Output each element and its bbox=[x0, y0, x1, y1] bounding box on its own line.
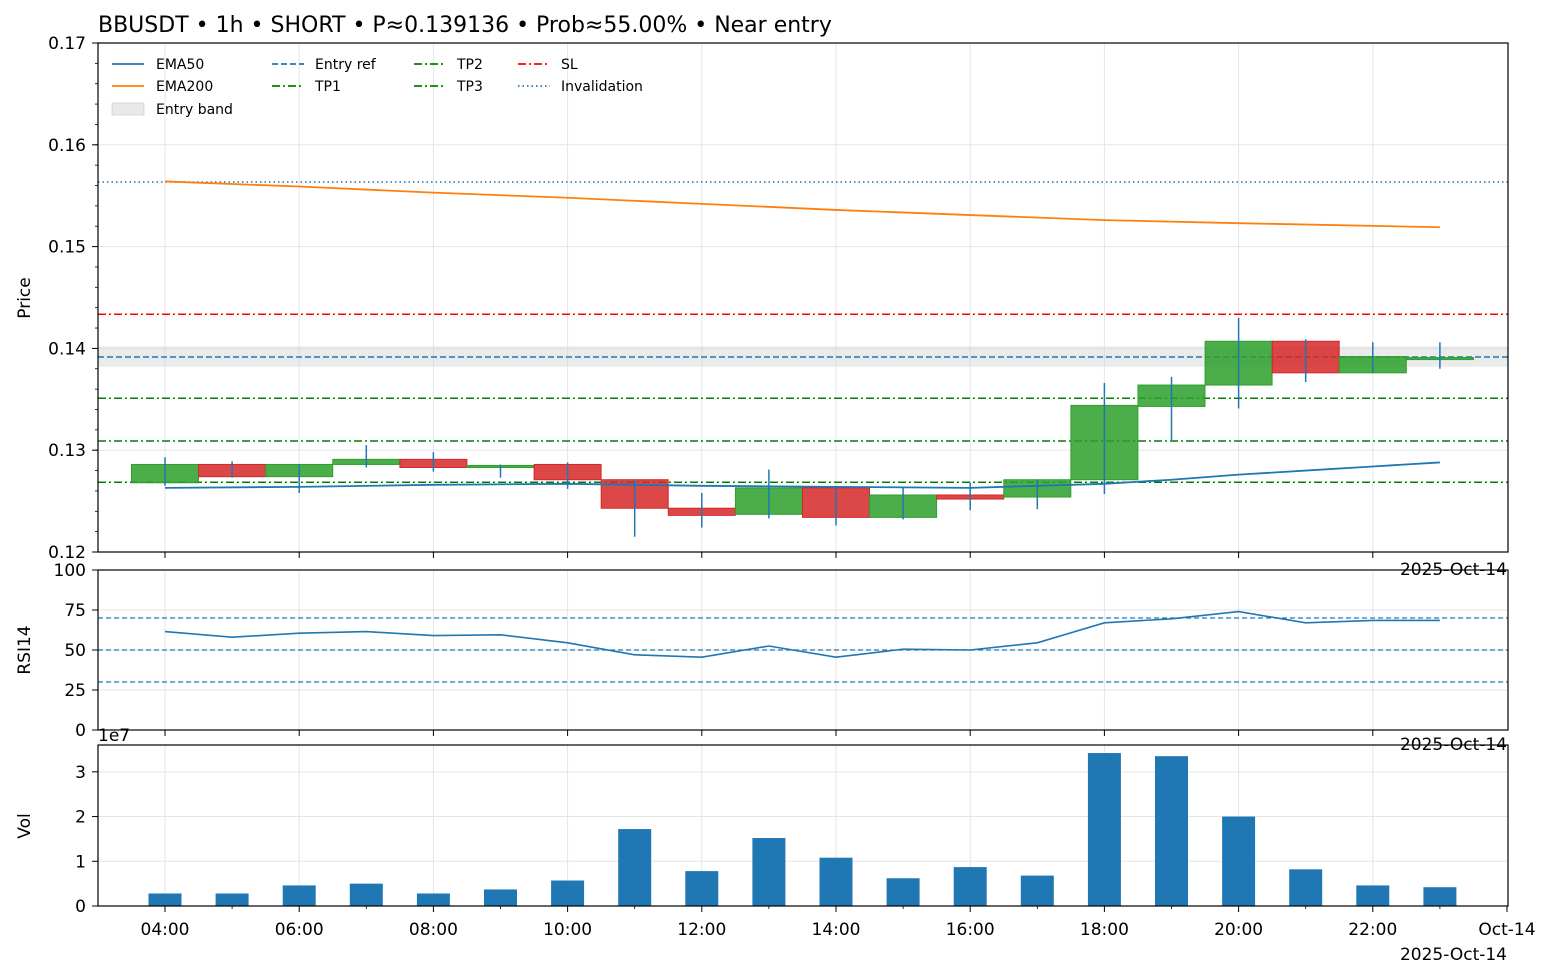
volume-ytick-label: 0 bbox=[75, 897, 86, 917]
volume-panel-frame bbox=[97, 744, 1509, 907]
time-x-axis: 04:00 06:00 08:00 10:00 12:00 14:00 16:00 18:00… bbox=[141, 906, 1536, 940]
x-tick-label: 08:00 bbox=[409, 920, 458, 940]
rsi-ytick-label: 100 bbox=[54, 561, 86, 581]
price-ytick-label: 0.15 bbox=[48, 238, 86, 258]
price-ytick-label: 0.14 bbox=[48, 339, 86, 359]
x-tick-label: 20:00 bbox=[1214, 920, 1263, 940]
rsi14-line bbox=[164, 610, 1440, 659]
volume-bar bbox=[1020, 875, 1054, 906]
volume-bar bbox=[484, 889, 517, 906]
legend-label-entry-band: Entry band bbox=[156, 102, 233, 118]
candlesticks bbox=[131, 317, 1474, 537]
price-panel: 0.120.130.140.150.160.17 Price 2025-Oct-… bbox=[15, 34, 1509, 580]
price-panel-frame bbox=[97, 42, 1509, 553]
volume-bar bbox=[1289, 869, 1323, 906]
volume-scale-note: 1e7 bbox=[98, 726, 130, 746]
series-line-ema50 bbox=[164, 461, 1440, 489]
price-levels bbox=[98, 181, 1508, 484]
price-ytick-label: 0.16 bbox=[48, 136, 86, 156]
price-axis-label: Price bbox=[15, 277, 35, 318]
volume-bar bbox=[819, 857, 853, 906]
chart-title: BBUSDT • 1h • SHORT • P≈0.139136 • Prob≈… bbox=[98, 13, 832, 38]
legend-label-sl: SL bbox=[561, 57, 578, 73]
x-tick-label: 06:00 bbox=[275, 920, 324, 940]
rsi-panel-frame bbox=[97, 569, 1509, 731]
volume-bar bbox=[886, 878, 920, 906]
volume-bar bbox=[685, 871, 719, 906]
volume-bars bbox=[148, 753, 1457, 906]
legend-label-invalidation: Invalidation bbox=[561, 79, 643, 95]
x-tick-label: 22:00 bbox=[1348, 920, 1397, 940]
legend-label-entry-ref: Entry ref bbox=[315, 57, 377, 73]
volume-axis-label: Vol bbox=[15, 813, 35, 838]
volume-bar bbox=[1222, 816, 1256, 906]
volume-bar bbox=[752, 838, 786, 906]
series-line-ema200 bbox=[164, 180, 1440, 229]
x-tick-label: 12:00 bbox=[677, 920, 726, 940]
volume-bar bbox=[148, 893, 182, 906]
x-tick-label: 10:00 bbox=[543, 920, 592, 940]
volume-bar bbox=[416, 893, 450, 906]
volume-bar bbox=[1087, 753, 1121, 906]
rsi-reference-lines bbox=[98, 617, 1508, 683]
volume-bar bbox=[953, 867, 987, 906]
x-tick-label: 14:00 bbox=[812, 920, 861, 940]
rsi-axis-label: RSI14 bbox=[15, 625, 35, 674]
volume-panel: 0 1 2 3 04:00 06:00 08:00 10:00 12:00 14:00 16:00… bbox=[15, 726, 1536, 965]
volume-bar bbox=[282, 885, 316, 906]
volume-ytick-label: 3 bbox=[75, 763, 86, 783]
rsi-ytick-label: 50 bbox=[64, 641, 86, 661]
legend-label-tp2: TP2 bbox=[456, 57, 483, 73]
price-ytick-label: 0.12 bbox=[48, 543, 86, 563]
volume-bar bbox=[551, 880, 585, 906]
rsi-ytick-label: 75 bbox=[64, 601, 86, 621]
x-tick-label: 18:00 bbox=[1080, 920, 1129, 940]
price-ytick-label: 0.13 bbox=[48, 441, 86, 461]
volume-bar bbox=[349, 883, 383, 906]
legend-label-ema200: EMA200 bbox=[156, 79, 213, 95]
x-tick-label: Oct-14 bbox=[1478, 920, 1535, 940]
x-tick-label: 04:00 bbox=[141, 920, 190, 940]
volume-bar bbox=[1423, 887, 1457, 906]
volume-ytick-label: 2 bbox=[75, 808, 86, 828]
price-ytick-label: 0.17 bbox=[48, 34, 86, 54]
rsi-line-group bbox=[164, 610, 1440, 659]
legend-swatch-entry-band bbox=[111, 102, 145, 116]
x-tick-label: 16:00 bbox=[946, 920, 995, 940]
legend-label-tp3: TP3 bbox=[456, 79, 483, 95]
volume-bar bbox=[215, 893, 249, 906]
rsi-ytick-label: 25 bbox=[64, 681, 86, 701]
chart-legend: EMA50 EMA200 Entry band Entry ref TP1 TP… bbox=[111, 57, 643, 118]
volume-ytick-label: 1 bbox=[75, 852, 86, 872]
legend-label-tp1: TP1 bbox=[314, 79, 341, 95]
rsi-y-axis: 0 25 50 75 100 bbox=[54, 561, 1374, 741]
volume-bar bbox=[1356, 885, 1390, 906]
legend-label-ema50: EMA50 bbox=[156, 57, 204, 73]
x-axis-date-label: 2025-Oct-14 bbox=[1400, 945, 1507, 965]
price-y-axis: 0.12 0.13 0.14 0.15 0.16 0.17 bbox=[48, 34, 1374, 563]
volume-y-axis: 0 1 2 3 bbox=[75, 763, 98, 917]
volume-bar bbox=[1155, 756, 1188, 906]
volume-bar bbox=[618, 829, 652, 906]
ema-lines bbox=[164, 180, 1440, 489]
rsi-ytick-label: 0 bbox=[75, 721, 86, 741]
